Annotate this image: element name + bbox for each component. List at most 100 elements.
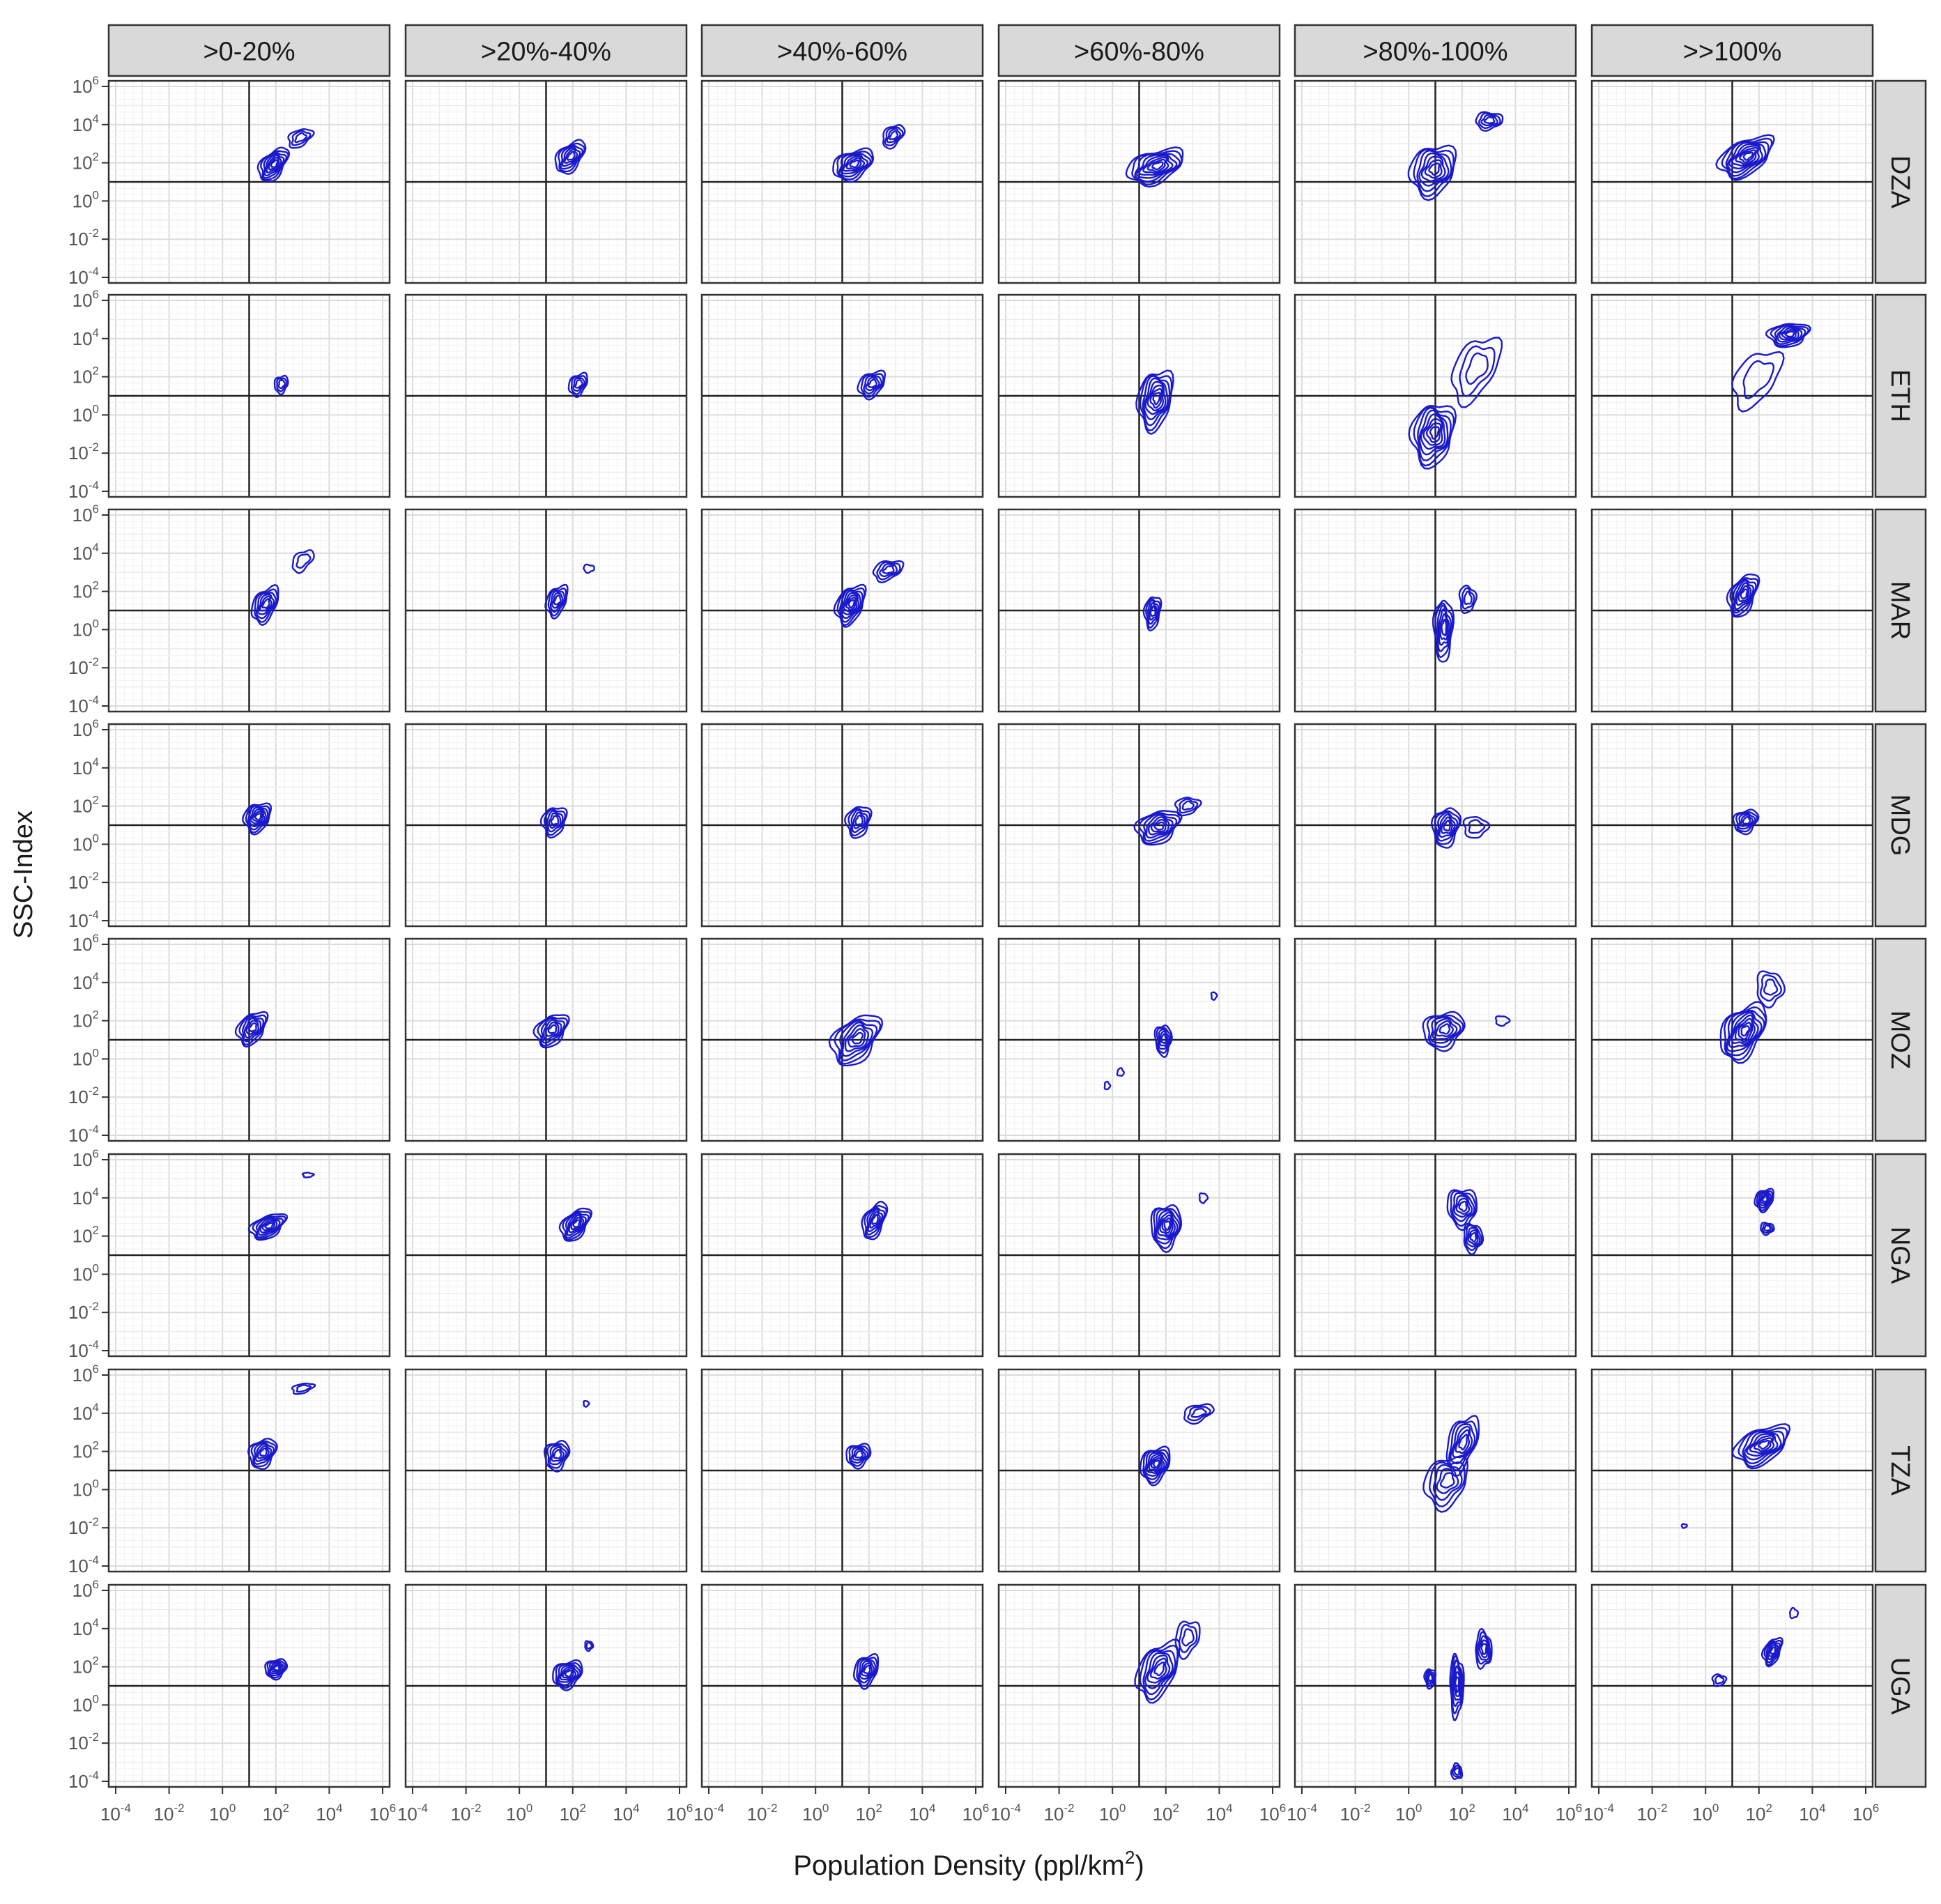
density-contour	[1143, 813, 1178, 842]
panel-border	[1294, 508, 1577, 713]
panel-DZA-3	[997, 79, 1281, 284]
x-tick-label: 100	[802, 1802, 829, 1825]
density-contour	[1453, 1671, 1461, 1698]
facet-strips: DZA ETH MAR MDG MOZ NGA TZA UGA >0-20% >20%-40% >4…	[107, 24, 1927, 1788]
panel-border	[404, 723, 688, 928]
panel-border	[107, 1583, 391, 1788]
x-tick-label: 106	[1852, 1802, 1879, 1825]
col-strip-label: >>100%	[1683, 38, 1782, 67]
y-tick-label: 104	[72, 755, 99, 778]
panel-ETH-4	[1294, 293, 1577, 498]
density-contour	[562, 1211, 592, 1241]
panel-DZA-0	[107, 79, 391, 284]
density-cluster	[287, 128, 315, 149]
density-contour	[845, 1443, 872, 1470]
y-axis-ETH: 10-4 10-2 100 102 104 106	[68, 288, 109, 502]
panel-border	[1590, 1153, 1874, 1358]
density-contour	[1735, 811, 1758, 833]
density-cluster	[1731, 1423, 1791, 1470]
density-contour	[1737, 1427, 1788, 1468]
panel-TZA-3	[997, 1368, 1281, 1573]
density-cluster	[1475, 1627, 1493, 1671]
density-contour	[564, 148, 578, 164]
density-contour	[1737, 1022, 1752, 1041]
density-contour	[1749, 1434, 1775, 1454]
density-contour	[1150, 1204, 1183, 1254]
row-strip-ETH: ETH	[1874, 293, 1927, 498]
density-contour	[268, 156, 280, 171]
density-contour	[1737, 585, 1750, 602]
x-tick-label: 106	[666, 1802, 693, 1825]
density-cluster	[544, 583, 569, 620]
panel-border	[404, 293, 688, 498]
density-cluster	[247, 1437, 278, 1471]
panel-border	[1294, 79, 1577, 284]
density-cluster	[1174, 1620, 1201, 1660]
density-contour	[1467, 1229, 1479, 1245]
density-contour	[1453, 1767, 1461, 1776]
x-tick-label: 10-4	[397, 1802, 428, 1825]
row-strip-box	[1874, 1583, 1927, 1788]
density-contour	[1422, 417, 1443, 446]
panel-border	[404, 79, 688, 284]
density-contour	[838, 153, 872, 178]
density-contour	[256, 146, 291, 182]
density-contour	[1153, 821, 1165, 831]
density-contour	[259, 1447, 268, 1457]
density-contour	[1428, 162, 1441, 176]
density-contour	[546, 810, 564, 833]
density-cluster	[845, 1443, 872, 1470]
density-cluster	[1142, 596, 1163, 631]
density-contour	[1138, 812, 1181, 845]
density-cluster	[861, 1200, 889, 1241]
density-cluster	[1760, 1636, 1783, 1668]
density-contour	[1477, 1635, 1490, 1661]
y-tick-label: 102	[72, 151, 99, 174]
density-contour	[253, 1441, 275, 1465]
density-contour	[550, 815, 560, 826]
density-contour	[1778, 327, 1800, 341]
y-tick-label: 10-4	[68, 1123, 99, 1146]
density-cluster	[554, 139, 587, 175]
density-contour	[1788, 1606, 1800, 1620]
panel-ETH-1	[404, 293, 688, 498]
panel-border	[700, 1153, 984, 1358]
density-contour	[852, 1448, 866, 1461]
facet-panels	[107, 79, 1874, 1788]
density-contour	[1453, 1195, 1473, 1218]
density-contour	[1763, 1224, 1772, 1232]
density-contour	[1740, 813, 1754, 827]
density-contour	[1464, 590, 1473, 606]
density-contour	[1468, 819, 1486, 834]
col-strip-1: >20%-40%	[404, 24, 688, 77]
density-contour	[1760, 1636, 1783, 1668]
density-contour	[270, 159, 279, 169]
y-tick-label: 10-2	[68, 870, 99, 893]
density-contour	[277, 379, 286, 390]
panel-border	[997, 508, 1281, 713]
density-contour	[583, 563, 595, 574]
density-contour	[539, 807, 568, 839]
density-contour	[1146, 1452, 1165, 1474]
density-contour	[1135, 369, 1174, 435]
density-contour	[1742, 1430, 1785, 1464]
density-contour	[1728, 143, 1763, 170]
density-contour	[1729, 577, 1759, 617]
density-contour	[864, 1204, 888, 1238]
density-contour	[1458, 584, 1478, 615]
panel-MDG-2	[700, 723, 984, 928]
density-cluster	[539, 807, 568, 839]
density-contour	[234, 1011, 269, 1048]
y-tick-label: 102	[72, 1439, 99, 1462]
density-contour	[254, 813, 262, 821]
y-tick-label: 10-4	[68, 908, 99, 931]
density-contour	[838, 589, 864, 623]
density-contour	[1784, 330, 1795, 338]
y-axis-title: SSC-Index	[9, 811, 38, 939]
row-strip-label: TZA	[1885, 1445, 1915, 1496]
density-contour	[1450, 337, 1503, 408]
density-contour	[1432, 1018, 1458, 1041]
x-tick-label: 102	[263, 1802, 289, 1825]
density-contour	[1731, 1014, 1756, 1045]
density-cluster	[1422, 1011, 1466, 1052]
